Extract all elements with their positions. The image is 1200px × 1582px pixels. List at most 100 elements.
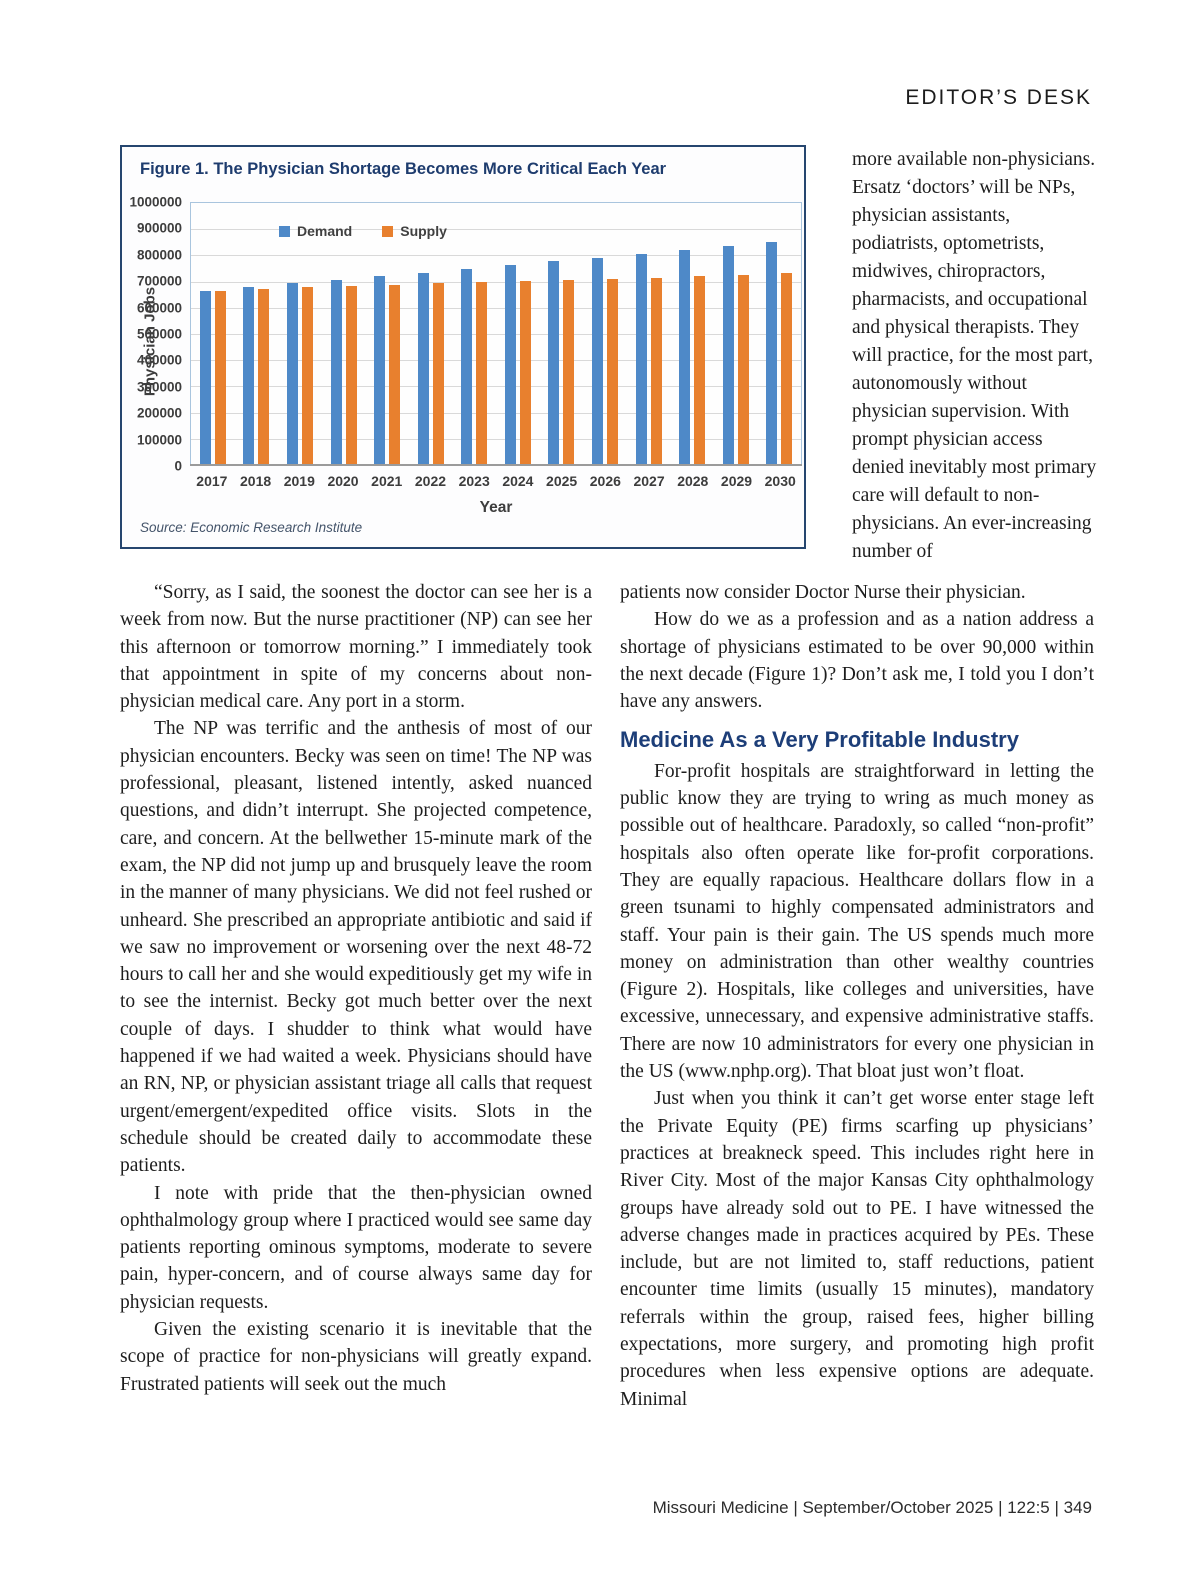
legend-item-supply: Supply (382, 223, 447, 239)
y-tick-label: 1000000 (129, 194, 182, 210)
paragraph: How do we as a profession and as a natio… (620, 609, 1094, 713)
paragraph: Just when you think it can’t get worse e… (620, 1088, 1094, 1410)
gridline (191, 360, 801, 362)
x-tick-label: 2028 (677, 473, 709, 489)
chart-legend: Demand Supply (279, 223, 447, 239)
bar-group-2023 (452, 203, 496, 465)
x-axis-tick-labels: 2017 2018 2019 2020 2021 2022 2023 2024 2025 2026… (190, 473, 802, 489)
bar-supply-2030 (781, 272, 793, 465)
legend-label: Demand (297, 223, 353, 239)
bar-group-2017 (191, 203, 235, 465)
legend-item-demand: Demand (279, 223, 352, 239)
x-tick-label: 2023 (458, 473, 490, 489)
y-tick-label: 400000 (136, 352, 182, 368)
bar-supply-2021 (389, 284, 401, 465)
bar-demand-2030 (766, 241, 778, 465)
legend-label: Supply (400, 223, 447, 239)
sidebar-text-column: more available non-physicians. Ersatz ‘d… (852, 146, 1097, 566)
bar-chart-series (191, 203, 801, 465)
left-text-column: “Sorry, as I said, the soonest the docto… (120, 579, 592, 1398)
bar-group-2024 (496, 203, 540, 465)
bar-demand-2025 (548, 261, 560, 465)
bar-demand-2027 (635, 253, 647, 465)
y-tick-label: 700000 (136, 273, 182, 289)
y-tick-label: 100000 (136, 432, 182, 448)
paragraph: patients now consider Doctor Nurse their… (620, 582, 1026, 603)
bar-group-2025 (540, 203, 584, 465)
x-tick-label: 2021 (371, 473, 403, 489)
bar-group-2026 (583, 203, 627, 465)
bar-group-2027 (627, 203, 671, 465)
bar-demand-2029 (722, 245, 734, 465)
figure-title: Figure 1. The Physician Shortage Becomes… (140, 160, 667, 178)
page-header-label: EDITOR’S DESK (905, 86, 1092, 109)
bar-demand-2019 (286, 283, 298, 465)
x-tick-label: 2017 (196, 473, 228, 489)
figure-1-box: Figure 1. The Physician Shortage Becomes… (120, 145, 806, 549)
bar-group-2030 (758, 203, 802, 465)
legend-swatch-supply (382, 225, 394, 237)
bar-demand-2028 (679, 249, 691, 465)
page-footer: Missouri Medicine | September/October 20… (652, 1498, 1092, 1517)
bar-supply-2028 (694, 276, 706, 465)
bar-group-2018 (235, 203, 279, 465)
y-tick-label: 300000 (136, 379, 182, 395)
y-tick-label: 900000 (136, 220, 182, 236)
x-tick-label: 2024 (502, 473, 534, 489)
chart-plot-area: Demand Supply (190, 202, 802, 466)
y-tick-label: 200000 (136, 405, 182, 421)
bar-demand-2026 (591, 257, 603, 465)
bar-demand-2017 (199, 290, 211, 465)
bar-supply-2017 (214, 290, 226, 465)
x-tick-label: 2027 (633, 473, 665, 489)
x-tick-label: 2025 (546, 473, 578, 489)
bar-supply-2019 (301, 287, 313, 465)
gridline (191, 281, 801, 283)
paragraph: more available non-physicians. Ersatz ‘d… (852, 149, 1097, 562)
y-tick-label: 500000 (136, 326, 182, 342)
paragraph: Given the existing scenario it is inevit… (120, 1319, 592, 1395)
x-tick-label: 2018 (240, 473, 272, 489)
paragraph: “Sorry, as I said, the soonest the docto… (120, 582, 592, 713)
gridline (191, 334, 801, 335)
gridline (191, 255, 801, 257)
figure-source-credit: Source: Economic Research Institute (140, 520, 363, 535)
gridline (191, 386, 801, 388)
bar-group-2022 (409, 203, 453, 465)
bar-supply-2023 (476, 282, 488, 465)
legend-swatch-demand (279, 225, 290, 237)
bar-group-2020 (322, 203, 366, 465)
bar-supply-2024 (519, 281, 531, 465)
x-axis-title: Year (479, 499, 513, 516)
bar-demand-2023 (461, 269, 473, 465)
bar-group-2021 (365, 203, 409, 465)
right-text-column: patients now consider Doctor Nurse their… (620, 579, 1094, 1413)
y-axis-tick-labels: 1000000 900000 800000 700000 600000 500000 400… (122, 195, 182, 474)
bar-demand-2020 (330, 279, 342, 465)
paragraph: For-profit hospitals are straightforward… (620, 760, 1094, 1083)
bar-supply-2022 (432, 283, 444, 465)
y-tick-label: 0 (174, 458, 182, 474)
bar-group-2028 (670, 203, 714, 465)
gridline (191, 307, 801, 309)
bar-supply-2018 (258, 288, 270, 465)
bar-demand-2022 (417, 272, 429, 465)
x-tick-label: 2030 (764, 473, 796, 489)
gridline (191, 412, 801, 414)
x-tick-label: 2029 (720, 473, 753, 489)
bar-supply-2020 (345, 286, 357, 465)
section-heading: Medicine As a Very Profitable Industry (620, 727, 1019, 753)
bar-group-2029 (714, 203, 758, 465)
bar-demand-2021 (374, 276, 386, 465)
x-tick-label: 2020 (327, 473, 359, 489)
bar-group-2019 (278, 203, 322, 465)
bar-supply-2025 (563, 280, 575, 465)
gridline (191, 229, 801, 231)
bar-supply-2029 (737, 274, 749, 465)
gridline (191, 438, 801, 440)
paragraph: I note with pride that the then-physicia… (120, 1182, 592, 1313)
bar-demand-2018 (243, 286, 255, 465)
bar-demand-2024 (504, 265, 516, 465)
bar-supply-2026 (606, 278, 618, 465)
